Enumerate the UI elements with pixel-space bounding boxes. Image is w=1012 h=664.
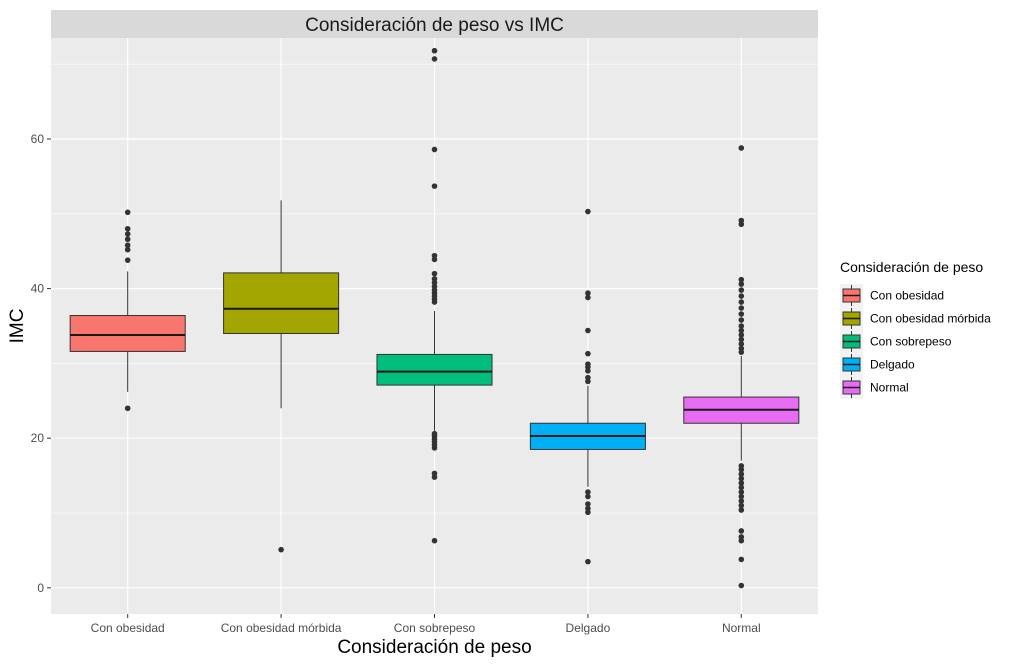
outlier-point (738, 341, 745, 347)
outlier-point (431, 47, 438, 54)
outlier-point (738, 317, 745, 323)
legend-item-4: Normal (840, 376, 909, 399)
outlier-point (585, 294, 591, 301)
outlier-point (738, 299, 745, 305)
outlier-point (738, 502, 745, 509)
outlier-point (738, 332, 745, 338)
outlier-point (738, 327, 745, 334)
outlier-point (738, 217, 745, 224)
outlier-point (585, 501, 591, 507)
x-tick-label: Normal (722, 621, 761, 635)
outlier-point (431, 276, 438, 282)
outlier-point (431, 252, 438, 259)
box-4 (683, 145, 800, 589)
outlier-point (738, 281, 745, 287)
outlier-point (738, 582, 745, 589)
boxplot-series (69, 47, 800, 589)
outlier-point (431, 430, 438, 437)
outlier-point (585, 361, 591, 367)
box-body (223, 272, 340, 334)
legend: Consideración de peso Con obesidad Con ob… (840, 259, 991, 399)
box-3 (529, 208, 646, 565)
box-0 (69, 209, 186, 412)
outlier-point (278, 546, 284, 553)
box-2 (376, 47, 493, 544)
outlier-point (431, 537, 438, 544)
outlier-point (431, 270, 438, 277)
outlier-point (738, 276, 745, 283)
box-body (69, 315, 186, 352)
legend-item-3: Delgado (840, 353, 915, 376)
y-tick-label: 20 (31, 431, 45, 445)
legend-label: Con obesidad mórbida (870, 312, 991, 326)
outlier-point (738, 528, 745, 534)
outlier-point (124, 246, 131, 253)
outlier-point (124, 231, 131, 237)
outlier-point (738, 493, 745, 500)
outlier-point (738, 311, 745, 317)
outlier-point (738, 489, 745, 495)
legend-item-2: Con sobrepeso (840, 330, 952, 353)
legend-label: Delgado (870, 358, 915, 372)
outlier-point (585, 208, 591, 215)
y-axis-ticks: 0 20 40 60 (31, 132, 51, 595)
box-body (376, 353, 493, 386)
x-axis-ticks: Con obesidad Con obesidad mórbida Con sobr… (91, 614, 761, 635)
outlier-point (585, 327, 591, 334)
outlier-point (585, 350, 591, 357)
y-axis-title: IMC (7, 309, 28, 344)
outlier-point (738, 145, 745, 151)
y-tick-label: 0 (37, 581, 44, 595)
outlier-point (738, 293, 745, 299)
y-tick-label: 60 (31, 132, 45, 146)
outlier-point (738, 556, 745, 563)
legend-item-1: Con obesidad mórbida (840, 307, 991, 330)
outlier-point (738, 305, 745, 311)
x-tick-label: Con obesidad (91, 621, 165, 635)
box-1 (223, 200, 340, 553)
y-tick-label: 40 (31, 282, 45, 296)
outlier-point (585, 374, 591, 381)
outlier-point (738, 471, 745, 477)
title-strip (51, 10, 818, 38)
outlier-point (124, 257, 131, 263)
outlier-point (738, 475, 745, 482)
outlier-point (738, 323, 745, 329)
legend-label: Con obesidad (870, 289, 944, 303)
outlier-point (124, 242, 131, 249)
outlier-point (431, 56, 438, 62)
outlier-point (585, 290, 591, 296)
outlier-point (738, 498, 745, 504)
outlier-point (738, 507, 745, 513)
legend-title: Consideración de peso (840, 259, 983, 275)
outlier-point (585, 558, 591, 565)
x-tick-label: Con sobrepeso (394, 621, 476, 635)
outlier-point (585, 489, 591, 495)
outlier-point (431, 146, 438, 153)
outlier-point (585, 493, 591, 500)
x-axis-title: Consideración de peso (337, 637, 531, 658)
chart-title: Consideración de peso vs IMC (305, 15, 564, 36)
outlier-point (738, 336, 745, 343)
outlier-point (124, 209, 131, 216)
x-tick-label: Con obesidad mórbida (221, 621, 342, 635)
outlier-point (124, 236, 131, 243)
outlier-point (738, 287, 745, 293)
outlier-point (124, 405, 131, 412)
outlier-point (585, 505, 591, 512)
legend-item-0: Con obesidad (840, 284, 944, 307)
outlier-point (738, 345, 745, 352)
outlier-point (431, 183, 438, 189)
outlier-point (738, 534, 745, 540)
outlier-point (738, 480, 745, 486)
outlier-point (738, 484, 745, 491)
x-tick-label: Delgado (566, 621, 611, 635)
legend-label: Normal (870, 381, 909, 395)
legend-label: Con sobrepeso (870, 335, 952, 349)
outlier-point (124, 225, 131, 232)
outlier-point (738, 463, 745, 469)
outlier-point (431, 470, 438, 477)
